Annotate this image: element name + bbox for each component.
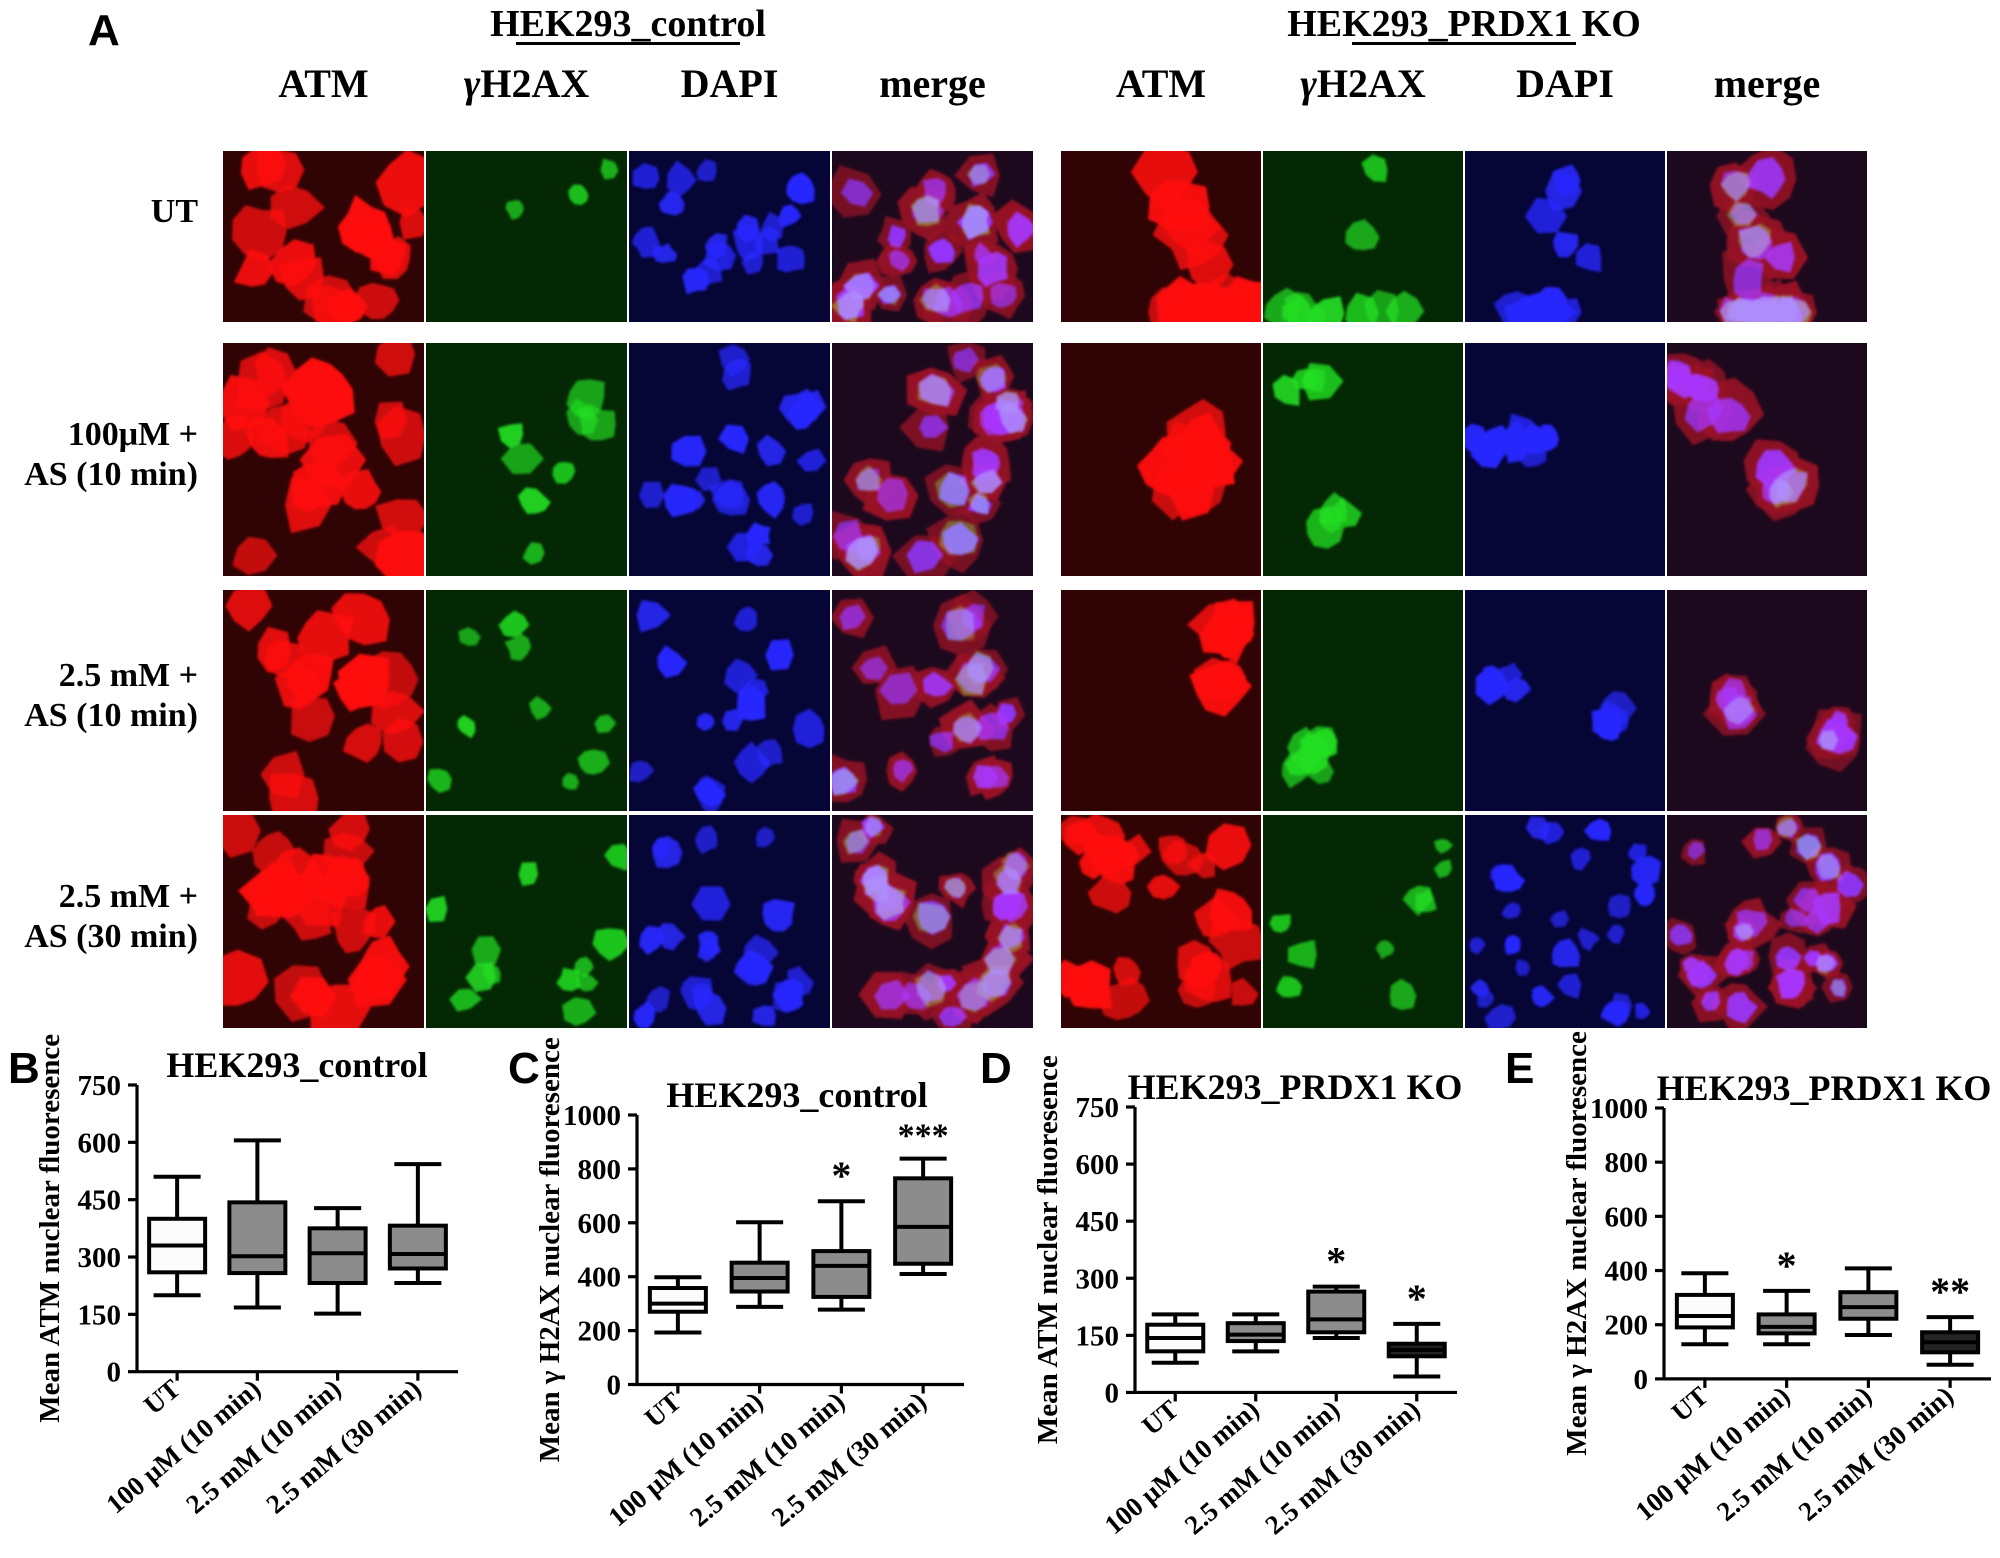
svg-text:UT: UT: [1136, 1394, 1184, 1441]
svg-text:600: 600: [78, 1128, 121, 1160]
svg-text:Mean γ H2AX nuclear fluoresenc: Mean γ H2AX nuclear fluoresence: [534, 1037, 566, 1462]
svg-text:800: 800: [578, 1154, 622, 1186]
svg-text:Mean ATM nuclear fluoresence: Mean ATM nuclear fluoresence: [34, 1034, 66, 1423]
svg-text:1000: 1000: [1590, 1093, 1648, 1125]
svg-text:**: **: [1930, 1269, 1970, 1314]
svg-text:600: 600: [1076, 1149, 1119, 1181]
svg-text:0: 0: [1105, 1377, 1120, 1409]
svg-text:0: 0: [1634, 1364, 1649, 1396]
svg-text:600: 600: [1605, 1201, 1648, 1233]
svg-text:300: 300: [78, 1242, 121, 1274]
svg-text:0: 0: [107, 1357, 122, 1389]
svg-text:HEK293_PRDX1 KO: HEK293_PRDX1 KO: [1657, 1068, 1992, 1108]
svg-text:800: 800: [1605, 1147, 1648, 1179]
svg-text:150: 150: [78, 1300, 121, 1332]
svg-text:***: ***: [898, 1117, 949, 1154]
svg-text:UT: UT: [1666, 1380, 1714, 1427]
svg-text:400: 400: [578, 1261, 622, 1293]
svg-text:Mean γ H2AX nuclear fluoresenc: Mean γ H2AX nuclear fluoresence: [1561, 1031, 1593, 1456]
svg-text:*: *: [1326, 1238, 1346, 1283]
svg-text:HEK293_PRDX1 KO: HEK293_PRDX1 KO: [1128, 1067, 1463, 1107]
svg-text:400: 400: [1605, 1255, 1648, 1287]
svg-text:200: 200: [578, 1315, 622, 1347]
svg-text:200: 200: [1605, 1310, 1648, 1342]
svg-text:450: 450: [1076, 1206, 1119, 1238]
svg-text:150: 150: [1076, 1320, 1119, 1352]
svg-text:UT: UT: [138, 1374, 186, 1421]
svg-text:*: *: [1407, 1275, 1427, 1320]
svg-text:0: 0: [607, 1369, 622, 1401]
svg-text:*: *: [831, 1153, 851, 1198]
svg-text:750: 750: [1076, 1092, 1119, 1124]
svg-text:UT: UT: [639, 1386, 687, 1433]
svg-text:750: 750: [78, 1070, 121, 1102]
svg-text:*: *: [1777, 1243, 1797, 1288]
svg-text:HEK293_control: HEK293_control: [666, 1075, 927, 1115]
svg-text:600: 600: [578, 1208, 622, 1240]
svg-text:450: 450: [78, 1185, 121, 1217]
svg-text:HEK293_control: HEK293_control: [166, 1045, 427, 1085]
svg-text:1000: 1000: [563, 1100, 621, 1132]
svg-text:300: 300: [1076, 1263, 1119, 1295]
svg-text:Mean ATM nuclear fluoresence: Mean ATM nuclear fluoresence: [1032, 1055, 1064, 1444]
